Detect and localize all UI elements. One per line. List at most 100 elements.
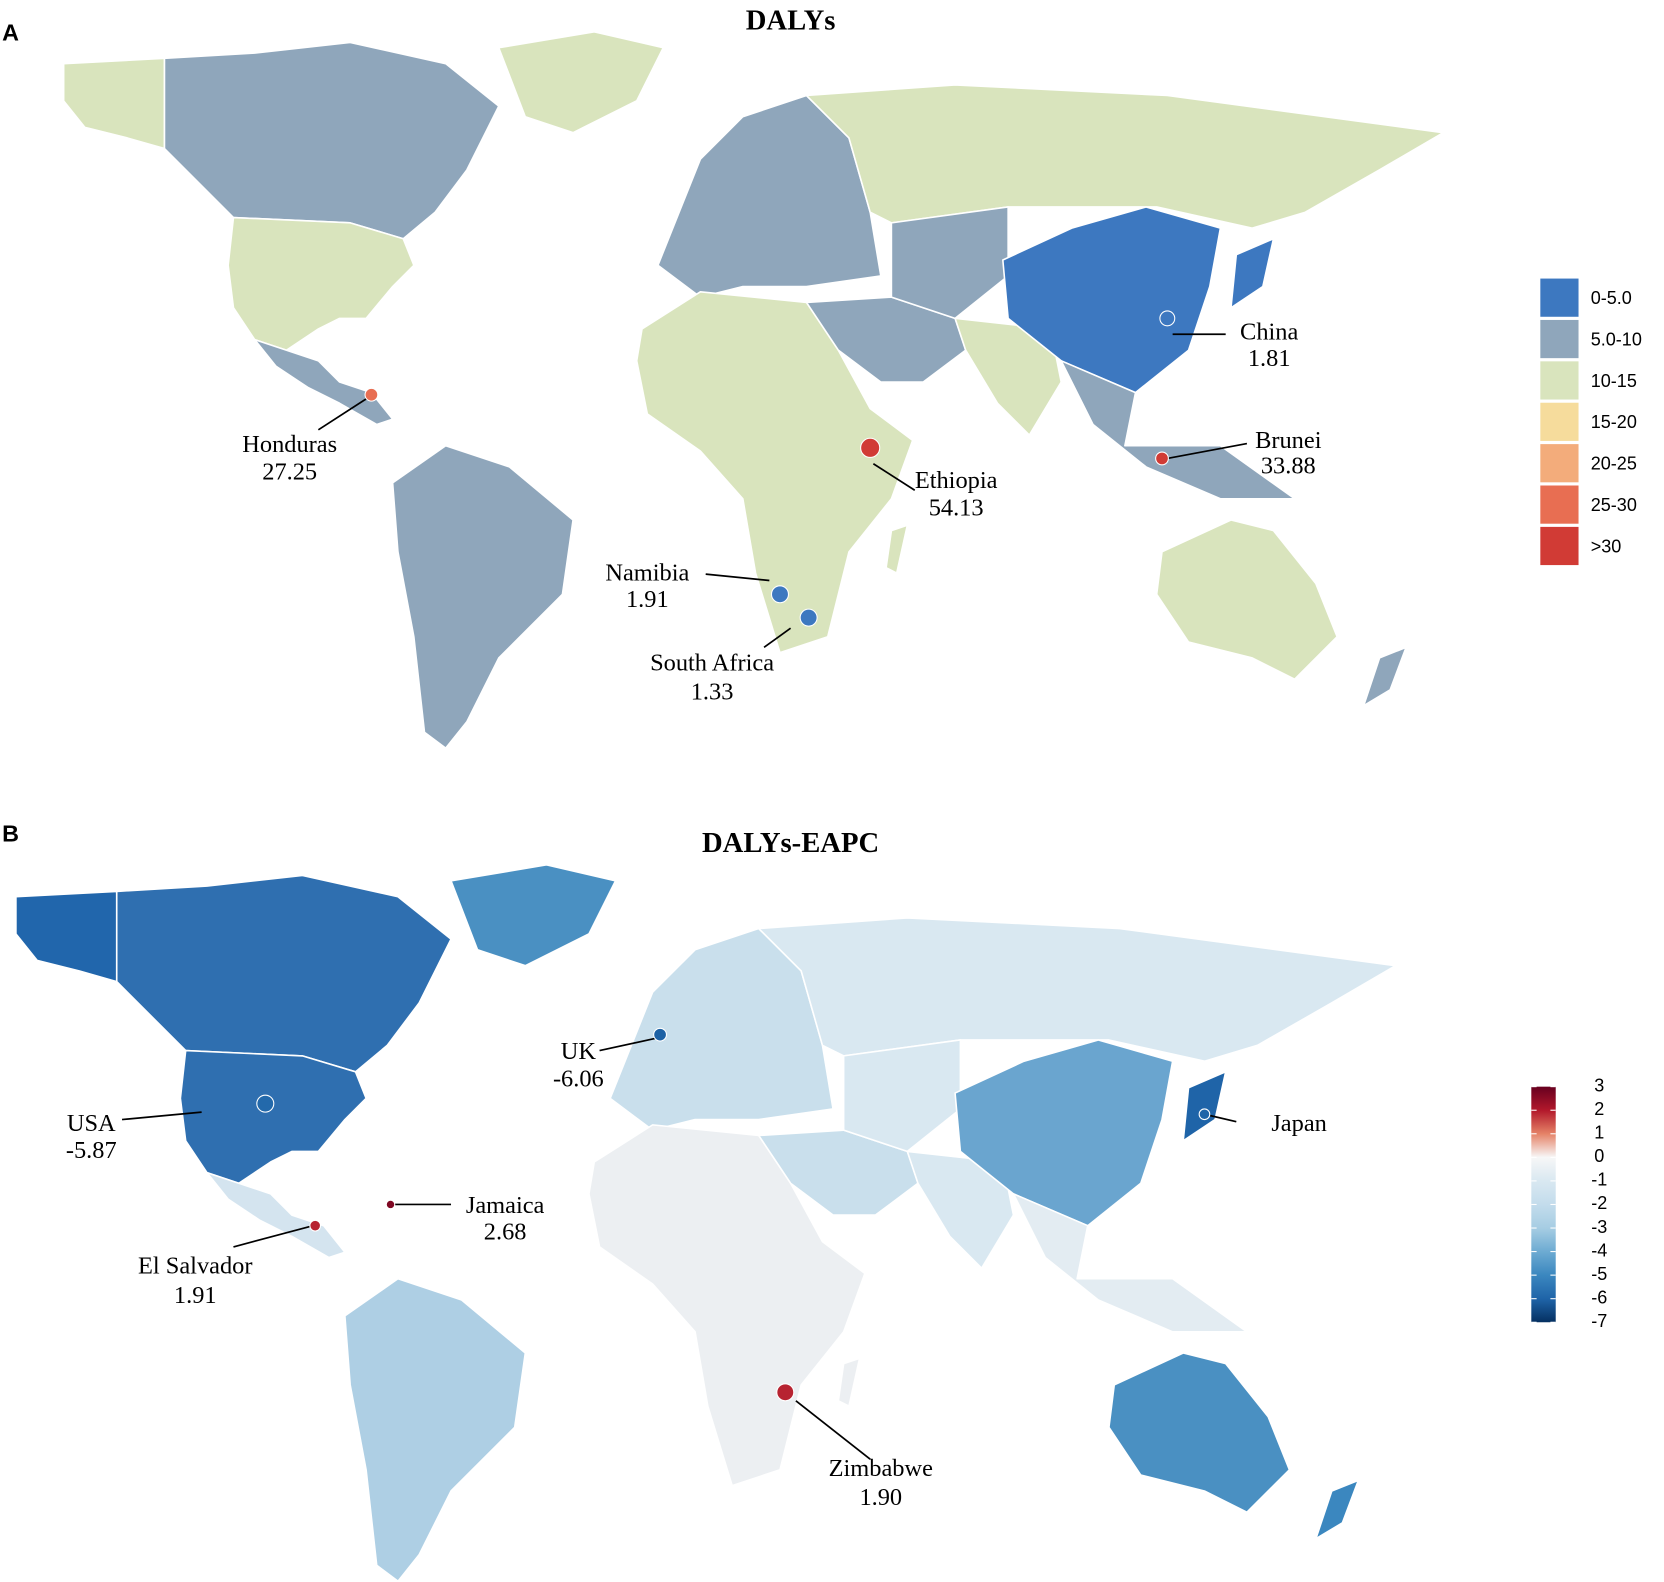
land [450,864,617,967]
land [1108,1352,1291,1514]
land [1315,1479,1360,1540]
legend-swatch [1539,318,1580,360]
leader-line [705,573,770,582]
leader-line [121,1111,202,1121]
annotation-name: South Africa [650,650,774,677]
panel-title: DALYs [746,5,836,37]
land [837,1357,861,1407]
annotation-value: 2.68 [484,1218,527,1245]
country-mark [653,1027,667,1042]
annotation-name: Japan [1271,1110,1327,1137]
land [15,890,118,983]
panel-label: A [2,19,19,45]
land [885,524,909,574]
legend-swatch [1539,525,1580,567]
panel-title: DALYs-EAPC [702,827,879,859]
annotation-name: Honduras [242,431,337,458]
land [1012,1193,1248,1333]
colorbar-label: 3 [1594,1075,1604,1095]
leader-line [795,1400,871,1460]
world-map [62,31,1445,749]
land [344,1277,527,1582]
annotation-value: 1.81 [1248,345,1291,372]
leader-line [233,1224,314,1248]
leader-line [599,1037,659,1052]
country-mark [385,1199,396,1210]
land [497,31,665,134]
land [179,1049,367,1185]
country-mark [860,437,881,458]
colorbar-label: -6 [1591,1287,1607,1307]
leader-line [1167,442,1248,460]
legend-swatch [1539,277,1580,318]
annotation-value: -5.87 [66,1137,117,1164]
land [206,1171,346,1259]
legend-label: 20-25 [1591,454,1637,474]
annotation-name: USA [67,1110,116,1137]
annotation-name: El Salvador [138,1252,252,1279]
land [1362,646,1407,707]
land [253,338,394,426]
annotation-value: -6.06 [553,1066,604,1093]
land [1002,206,1222,394]
country-mark [770,585,790,604]
colorbar-label: 0 [1594,1146,1604,1166]
land [1230,237,1275,309]
annotation-value: 33.88 [1261,452,1316,479]
land [1060,360,1296,500]
figure-content: A DALYs B DALYs-EAPC 0-5.0 5.0-10 10-15 15-… [2,5,1642,1582]
annotation-value: 1.91 [626,586,669,613]
annotation-value: 1.90 [859,1484,902,1511]
annotation-value: 1.33 [691,678,734,705]
legend-swatch [1539,484,1580,525]
land [890,206,1009,320]
legend-label: 15-20 [1591,412,1637,432]
country-mark [309,1219,322,1232]
colorbar-label: -3 [1591,1217,1607,1237]
annotation-name: Jamaica [466,1192,545,1219]
annotation-name: Namibia [605,559,689,586]
country-mark [256,1094,275,1113]
land [1182,1071,1227,1142]
colorbar-label: -2 [1591,1193,1607,1213]
colorbar-label: 1 [1594,1123,1604,1143]
leader-line [317,396,370,431]
country-mark [1159,310,1176,327]
annotation-value: 54.13 [929,495,984,522]
legend-label: 25-30 [1591,495,1637,515]
colorbar-label: 2 [1594,1099,1604,1119]
annotation-name: Brunei [1255,427,1322,454]
land [805,84,1445,229]
land [757,917,1397,1062]
colorbar-label: -4 [1591,1240,1607,1260]
legend-swatch [1539,401,1580,442]
country-mark [799,608,818,627]
world-map [15,864,1397,1582]
panel-label: B [2,821,19,847]
annotation-name: Zimbabwe [829,1455,933,1482]
legend-label: 0-5.0 [1591,288,1632,308]
annotation-value: 1.91 [174,1282,217,1309]
legend-label: >30 [1591,536,1622,556]
land [62,57,166,150]
country-mark [364,387,379,402]
annotation-name: China [1240,319,1298,346]
country-mark [776,1383,795,1402]
colorbar-label: -1 [1591,1170,1607,1190]
annotation-value: 27.25 [262,459,317,486]
annotation-name: UK [561,1038,597,1065]
colorbar-label: -5 [1591,1264,1607,1284]
legend-swatch [1539,443,1580,484]
leader-line [872,463,916,491]
land [115,874,452,1073]
land [391,444,574,749]
legend-label: 5.0-10 [1591,329,1642,349]
land [842,1039,962,1153]
leader-line [763,627,792,649]
legend-swatch [1539,360,1580,401]
land [163,41,500,240]
land [954,1039,1174,1227]
land [227,216,415,351]
land [1155,519,1338,680]
